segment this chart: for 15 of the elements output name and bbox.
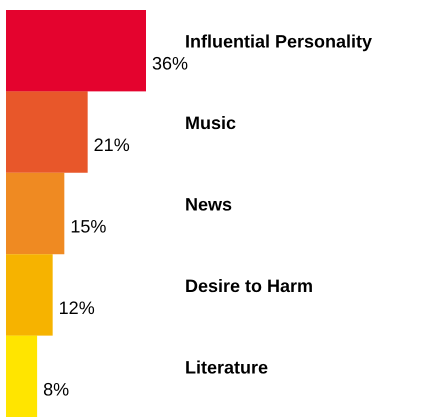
y-tick-label: Literature	[185, 357, 268, 378]
data-label: 12%	[58, 298, 95, 318]
data-label: 36%	[152, 54, 188, 74]
data-label: 15%	[70, 216, 106, 236]
y-tick-label: News	[185, 194, 232, 214]
data-label: 21%	[94, 135, 130, 156]
bar	[6, 10, 146, 92]
data-label: 8%	[43, 379, 70, 400]
y-tick-label: Music	[185, 113, 236, 134]
bar	[6, 254, 53, 336]
y-tick-label: Desire to Harm	[185, 276, 314, 296]
bar	[6, 336, 38, 417]
y-tick-label: Influential Personality	[185, 32, 372, 52]
bar	[6, 172, 64, 254]
bar	[6, 91, 88, 173]
